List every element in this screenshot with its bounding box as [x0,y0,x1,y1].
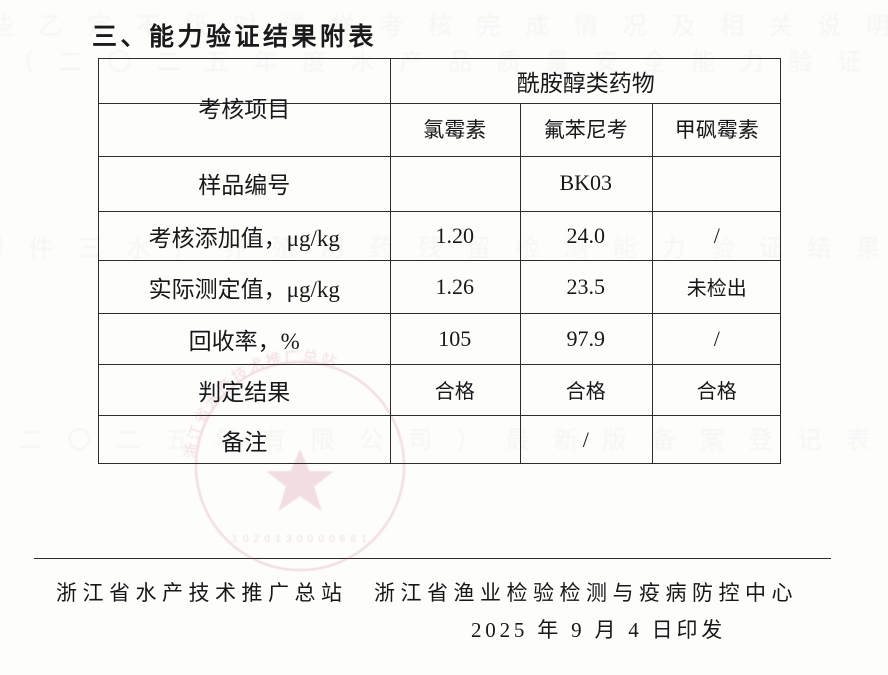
svg-text:1 0 2 0 1 3 0 0 0 0 6 8 1: 1 0 2 0 1 3 0 0 0 0 6 8 1 [232,533,368,545]
